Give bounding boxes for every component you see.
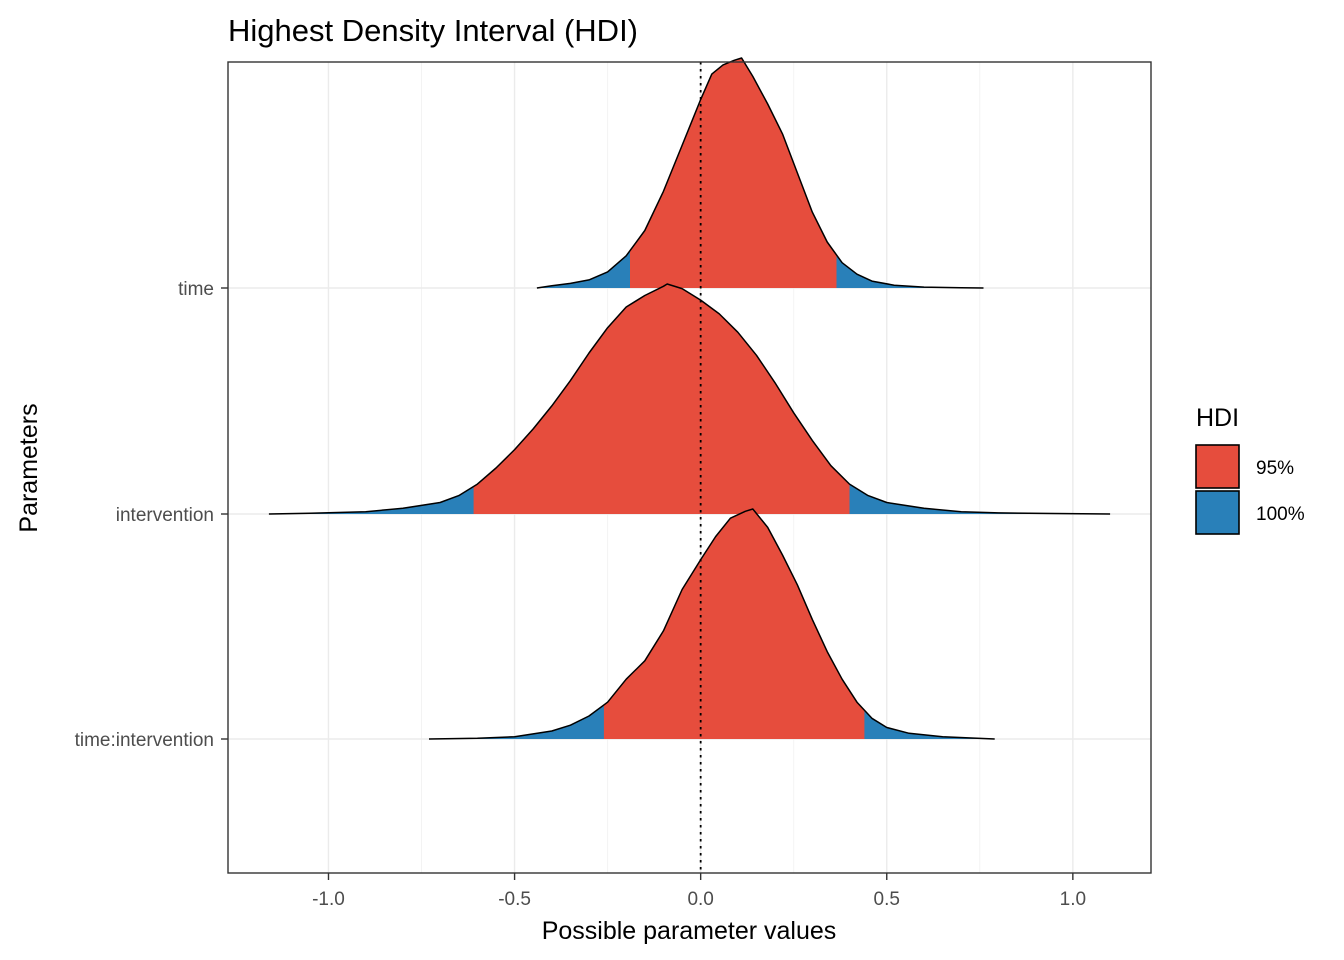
hdi-95-area: [603, 509, 865, 739]
y-axis-title: Parameters: [15, 403, 43, 532]
density-outline: [428, 508, 995, 740]
ridge-intervention: [268, 283, 1111, 515]
y-tick-label: time:intervention: [75, 730, 214, 751]
legend-label: 95%: [1256, 458, 1294, 479]
hdi-95-area: [630, 58, 837, 288]
x-axis: -1.0 -0.5 0.0 0.5 1.0: [312, 873, 1086, 910]
legend-label: 100%: [1256, 504, 1305, 525]
ridge-time-intervention: [428, 508, 995, 740]
ridge-time: [536, 57, 984, 289]
x-tick-label: 0.5: [874, 889, 900, 910]
x-tick-label: 0.0: [687, 889, 713, 910]
x-tick-label: 1.0: [1060, 889, 1086, 910]
hdi-95-area: [473, 284, 850, 514]
y-tick-label: intervention: [116, 505, 214, 526]
density-outline: [268, 283, 1111, 515]
legend: HDI 95% 100%: [1195, 404, 1305, 535]
chart-title: Highest Density Interval (HDI): [228, 13, 638, 48]
x-axis-title: Possible parameter values: [542, 917, 837, 945]
density-ridges: [268, 57, 1111, 740]
x-tick-label: -0.5: [498, 889, 531, 910]
legend-key: [1195, 490, 1240, 535]
density-outline: [536, 57, 984, 289]
plot-panel-border: [227, 61, 1152, 874]
y-tick-label: time: [178, 279, 214, 300]
legend-key: [1195, 444, 1240, 489]
legend-title: HDI: [1196, 404, 1239, 432]
y-axis: time intervention time:intervention: [75, 279, 228, 751]
x-tick-label: -1.0: [312, 889, 345, 910]
